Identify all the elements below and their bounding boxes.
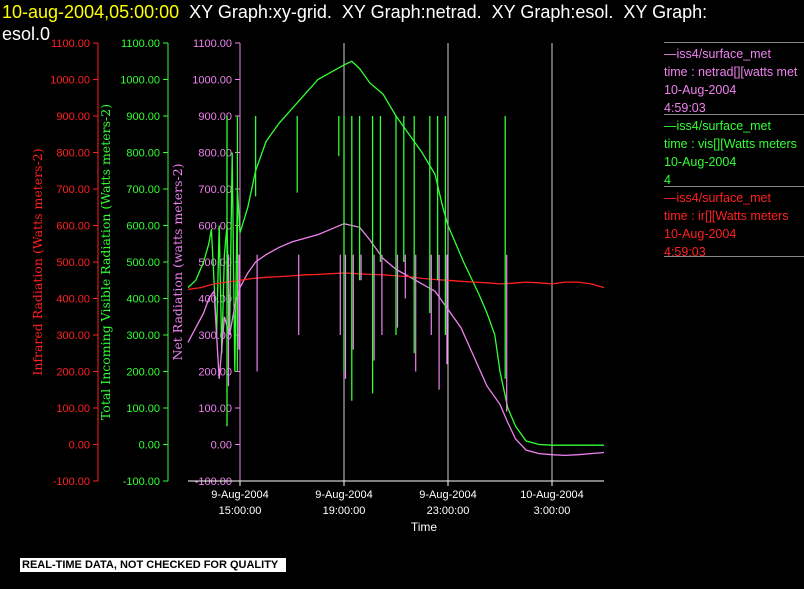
netrad-y-tick-label: 1000.00 xyxy=(192,75,232,87)
vis-y-tick-label: 300.00 xyxy=(126,330,160,342)
ir-y-tick-label: 200.00 xyxy=(56,367,90,379)
ir-y-tick-label: 100.00 xyxy=(56,403,90,415)
ir-y-axis-label: Infrared Radiation (Watts meters-2) xyxy=(30,148,45,375)
x-tick-label: 9-Aug-2004 xyxy=(211,489,269,501)
ir-y-tick-label: 500.00 xyxy=(56,257,90,269)
vis-series-line xyxy=(187,60,604,446)
netrad-y-tick-label: 0.00 xyxy=(211,440,232,452)
ir-y-tick-label: 1100.00 xyxy=(51,38,90,50)
x-tick-label: 10-Aug-2004 xyxy=(520,489,584,501)
ir-y-tick-label: 800.00 xyxy=(56,148,90,160)
x-tick-label: 15:00:00 xyxy=(219,505,262,517)
vis-y-tick-label: 600.00 xyxy=(126,221,160,233)
legend-time: 4 xyxy=(664,173,671,187)
graph-title: 10-aug-2004,05:00:00 XY Graph:xy-grid. X… xyxy=(2,1,802,45)
legend-end-rule xyxy=(664,256,804,257)
ir-y-tick-label: 600.00 xyxy=(56,221,90,233)
legend-source: —iss4/surface_met xyxy=(664,119,771,133)
netrad-y-tick-label: 800.00 xyxy=(198,148,232,160)
netrad-y-tick-label: 1100.00 xyxy=(193,38,232,50)
legend-source: —iss4/surface_met xyxy=(664,47,771,61)
legend-rule xyxy=(664,42,804,43)
netrad-y-tick-label: 100.00 xyxy=(198,403,232,415)
legend-date: 10-Aug-2004 xyxy=(664,155,737,169)
netrad-y-tick-label: 600.00 xyxy=(198,221,232,233)
vis-y-tick-label: 1000.00 xyxy=(120,75,160,87)
title-date: 10-aug-2004,05:00:00 xyxy=(2,2,180,22)
legend-rule xyxy=(664,114,804,115)
vis-y-tick-label: 800.00 xyxy=(126,148,160,160)
ir-y-tick-label: 0.00 xyxy=(69,440,90,452)
x-tick-label: 3:00:00 xyxy=(534,505,571,517)
legend-var: time : vis[][Watts meters xyxy=(664,137,797,151)
x-tick-label: 23:00:00 xyxy=(427,505,470,517)
x-tick-label: 9-Aug-2004 xyxy=(419,489,477,501)
vis-y-tick-label: -100.00 xyxy=(123,476,160,488)
ir-y-tick-label: 900.00 xyxy=(56,111,90,123)
x-tick-label: 9-Aug-2004 xyxy=(315,489,373,501)
netrad-y-tick-label: 700.00 xyxy=(198,184,232,196)
vis-y-tick-label: 1100.00 xyxy=(121,38,160,50)
ir-y-tick-label: 300.00 xyxy=(56,330,90,342)
x-tick-label: 19:00:00 xyxy=(323,505,366,517)
legend-time: 4:59:03 xyxy=(664,101,706,115)
netrad-y-tick-label: -100.00 xyxy=(195,476,232,488)
title-graphs: XY Graph:xy-grid. XY Graph:netrad. XY Gr… xyxy=(179,2,708,22)
ir-y-tick-label: 1000.00 xyxy=(50,75,90,87)
ir-y-tick-label: 700.00 xyxy=(56,184,90,196)
legend-var: time : netrad[][watts met xyxy=(664,65,798,79)
vis-y-tick-label: 100.00 xyxy=(126,403,160,415)
vis-y-tick-label: 200.00 xyxy=(126,367,160,379)
vis-y-tick-label: 500.00 xyxy=(126,257,160,269)
legend-var: time : ir[][Watts meters xyxy=(664,209,789,223)
vis-y-tick-label: 0.00 xyxy=(139,440,160,452)
vis-y-tick-label: 400.00 xyxy=(126,294,160,306)
quality-disclaimer: REAL-TIME DATA, NOT CHECKED FOR QUALITY xyxy=(20,558,287,572)
legend-rule xyxy=(664,186,804,187)
legend-date: 10-Aug-2004 xyxy=(664,227,737,241)
legend-time: 4:59:03 xyxy=(664,245,706,259)
netrad-y-axis-label: Net Radiation (watts meters-2) xyxy=(170,163,185,360)
legend-date: 10-Aug-2004 xyxy=(664,83,737,97)
legend-source: —iss4/surface_met xyxy=(664,191,771,205)
netrad-y-tick-label: 900.00 xyxy=(198,111,232,123)
vis-y-tick-label: 900.00 xyxy=(126,111,160,123)
ir-y-tick-label: 400.00 xyxy=(56,294,90,306)
vis-y-tick-label: 700.00 xyxy=(126,184,160,196)
netrad-y-tick-label: 200.00 xyxy=(198,367,232,379)
vis-y-axis-label: Total Incoming Visible Radiation (Watts … xyxy=(98,104,113,420)
title-line2: esol.0 xyxy=(2,24,51,44)
x-axis-label: Time xyxy=(411,520,438,534)
ir-y-tick-label: -100.00 xyxy=(53,476,90,488)
